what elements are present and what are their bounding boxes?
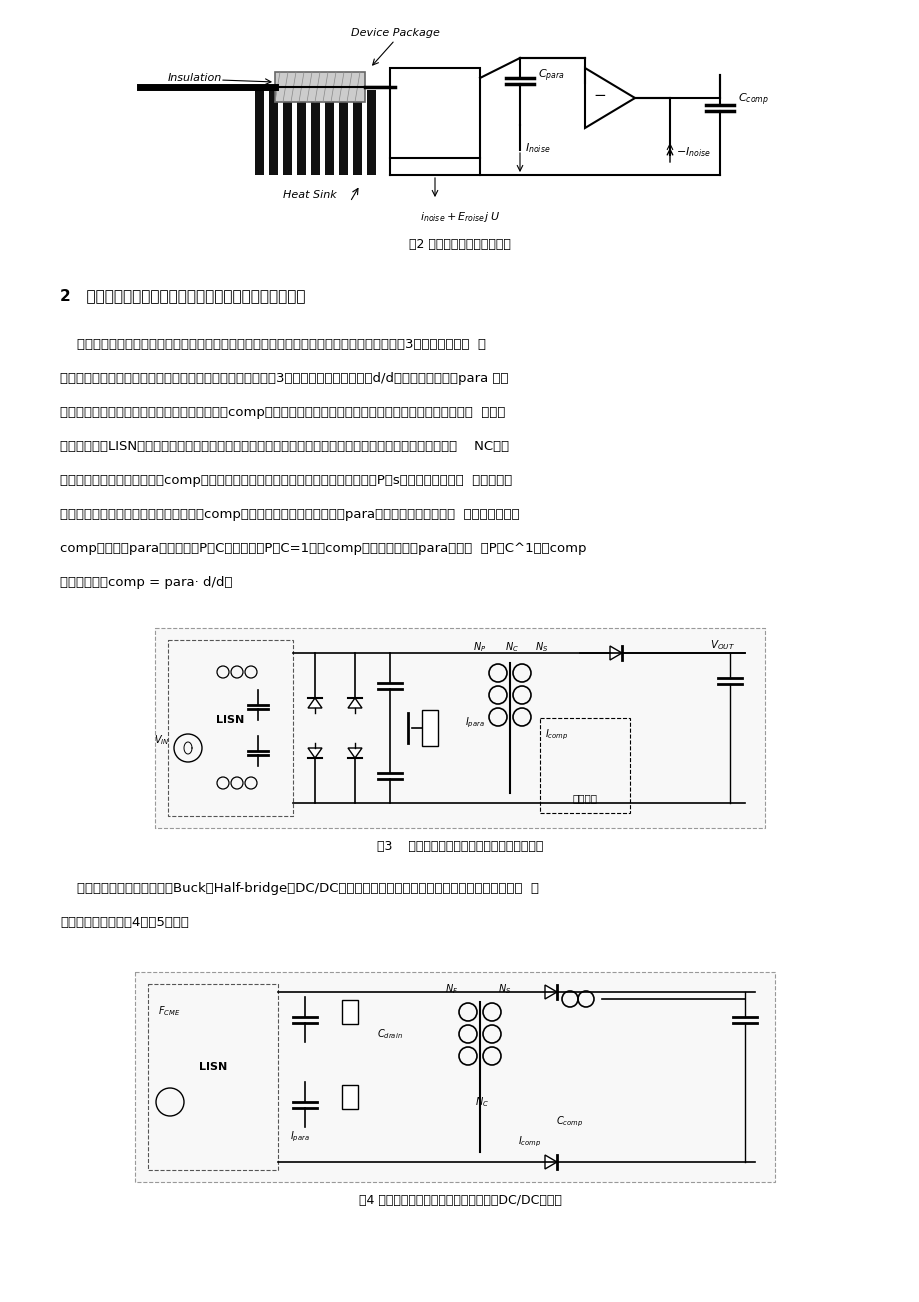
Text: $F_{CME}$: $F_{CME}$ bbox=[158, 1004, 180, 1018]
Bar bbox=[154, 628, 765, 828]
Bar bbox=[311, 90, 320, 174]
Bar bbox=[367, 90, 376, 174]
Text: $I_{para}$: $I_{para}$ bbox=[289, 1130, 310, 1144]
Bar bbox=[342, 1085, 357, 1109]
Text: 本文以单端反激电路为例，介绍基于补偿原理的共模干扰抑制技术在功率变换器中的应用。图3给出了典型单端  反: 本文以单端反激电路为例，介绍基于补偿原理的共模干扰抑制技术在功率变换器中的应用。… bbox=[60, 339, 485, 352]
Polygon shape bbox=[347, 698, 361, 708]
Text: 此外，还可以通过改造诸如Buck，Half-bridge等DC/DC变换器中的电感或变压器，从而形成无源补偿电路，  实: 此外，还可以通过改造诸如Buck，Half-bridge等DC/DC变换器中的电… bbox=[60, 881, 539, 894]
Text: $i_{noise}+E_{roise}j$ U: $i_{noise}+E_{roise}j$ U bbox=[419, 210, 500, 224]
Text: 现噪声的抑制，如图4，图5所示。: 现噪声的抑制，如图4，图5所示。 bbox=[60, 917, 188, 930]
Text: −: − bbox=[593, 89, 606, 103]
Bar bbox=[148, 984, 278, 1170]
Text: LISN: LISN bbox=[199, 1062, 227, 1072]
Text: $I_{comp}$: $I_{comp}$ bbox=[517, 1135, 541, 1150]
Text: 图3    带无源共模抑制电路的隔离型反激变换器: 图3 带无源共模抑制电路的隔离型反激变换器 bbox=[377, 840, 542, 853]
Text: Device Package: Device Package bbox=[350, 29, 439, 38]
Text: 激变换器的拓扑结构，并加入了新的共模噪声抑制电路。如图3所示，从开关器件过来的d/d所导致的寄生电流para 注入: 激变换器的拓扑结构，并加入了新的共模噪声抑制电路。如图3所示，从开关器件过来的d… bbox=[60, 372, 508, 385]
Bar bbox=[168, 641, 292, 816]
Bar bbox=[342, 1000, 357, 1023]
Bar bbox=[324, 90, 334, 174]
Bar bbox=[283, 90, 291, 174]
Text: $N_S$: $N_S$ bbox=[498, 982, 511, 996]
Text: $C_{para}$: $C_{para}$ bbox=[538, 68, 564, 85]
Bar bbox=[539, 717, 630, 812]
Text: 图2 提出的共模噪声消除方法: 图2 提出的共模噪声消除方法 bbox=[409, 238, 510, 251]
Polygon shape bbox=[308, 749, 322, 758]
Polygon shape bbox=[609, 646, 621, 660]
Text: $I_{noise}$: $I_{noise}$ bbox=[525, 141, 550, 155]
Bar bbox=[390, 68, 480, 158]
Text: $C_{drain}$: $C_{drain}$ bbox=[377, 1027, 403, 1040]
Bar bbox=[135, 973, 774, 1182]
Text: 附加电路: 附加电路 bbox=[572, 793, 596, 803]
Bar bbox=[297, 90, 306, 174]
Text: $N_S$: $N_S$ bbox=[535, 641, 548, 654]
Text: 的取值要满足comp = para· d/d。: 的取值要满足comp = para· d/d。 bbox=[60, 575, 233, 589]
Text: 于该绕组只需流过由补偿电容comp产生的反向噪声电流，所以它的线径相对原副方的P及s绕组显得很小（由  实际装置的: 于该绕组只需流过由补偿电容comp产生的反向噪声电流，所以它的线径相对原副方的P… bbox=[60, 474, 512, 487]
Bar bbox=[338, 90, 347, 174]
Text: $N_C$: $N_C$ bbox=[505, 641, 518, 654]
Polygon shape bbox=[347, 749, 361, 758]
Text: $V_{IN}$: $V_{IN}$ bbox=[154, 733, 170, 747]
Text: $N_C$: $N_C$ bbox=[474, 1095, 489, 1109]
Bar bbox=[422, 710, 437, 746]
Text: 接地层，附加抑制电路产生的反相噪声补偿电流comp也同时注入接地层。理想的状况就是这两股电流相加为零，  从而大: 接地层，附加抑制电路产生的反相噪声补偿电流comp也同时注入接地层。理想的状况就… bbox=[60, 406, 505, 419]
Text: $-I_{noise}$: $-I_{noise}$ bbox=[675, 145, 710, 159]
Bar bbox=[268, 90, 278, 174]
Text: LISN: LISN bbox=[216, 715, 244, 725]
Polygon shape bbox=[544, 986, 556, 999]
Text: $C_{comp}$: $C_{comp}$ bbox=[556, 1115, 583, 1129]
Bar bbox=[353, 90, 361, 174]
Polygon shape bbox=[544, 1155, 556, 1169]
Text: $I_{comp}$: $I_{comp}$ bbox=[544, 728, 568, 742]
Bar bbox=[255, 90, 264, 174]
Text: $N_F$: $N_F$ bbox=[445, 982, 459, 996]
Text: $N_P$: $N_P$ bbox=[472, 641, 486, 654]
Text: Heat Sink: Heat Sink bbox=[283, 190, 336, 201]
Text: $I_{para}$: $I_{para}$ bbox=[464, 716, 484, 730]
Text: 大减少了流向LISN电阻的共模电流。利用现有电路中的电源变压器磁芯，在原绕组结构上再增加一个附加绕组    NC。由: 大减少了流向LISN电阻的共模电流。利用现有电路中的电源变压器磁芯，在原绕组结构… bbox=[60, 440, 508, 453]
Bar bbox=[275, 72, 365, 102]
Polygon shape bbox=[308, 698, 322, 708]
Text: 2   基于补偿原理的共模干扰抑制技术在开关电源中的应用: 2 基于补偿原理的共模干扰抑制技术在开关电源中的应用 bbox=[60, 288, 305, 303]
Text: Insulation: Insulation bbox=[167, 73, 221, 83]
Text: $C_{comp}$: $C_{comp}$ bbox=[737, 92, 768, 108]
Text: 设计考虑决定）。附加电路中的补偿电容comp主要是用来产生和由寄生电容para引起的寄生噪声电流反  相的补偿电流。: 设计考虑决定）。附加电路中的补偿电容comp主要是用来产生和由寄生电容para引… bbox=[60, 508, 519, 521]
Text: comp的大小由para和绕组匝比P：C决定。如果P：C=1，则comp的电容值取得和para相当；  若P：C^1，则comp: comp的大小由para和绕组匝比P：C决定。如果P：C=1，则comp的电容值… bbox=[60, 542, 586, 555]
Text: 图4 带有无源共模抑制电路的半桥隔离式DC/DC变换器: 图4 带有无源共模抑制电路的半桥隔离式DC/DC变换器 bbox=[358, 1194, 561, 1207]
Text: $V_{OUT}$: $V_{OUT}$ bbox=[709, 638, 734, 652]
